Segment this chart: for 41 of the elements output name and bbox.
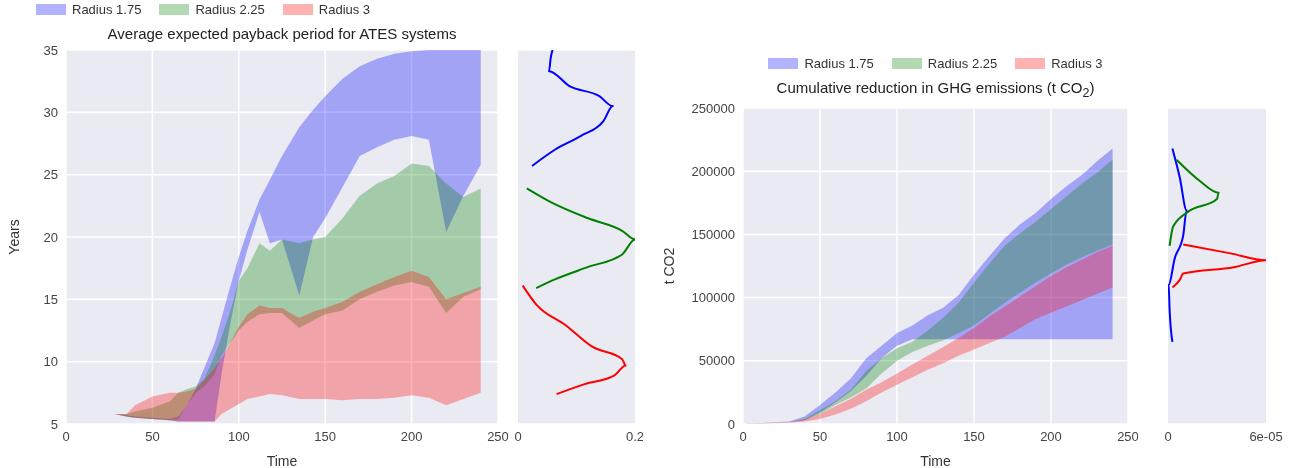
legend-label: Radius 2.25 [195,2,265,17]
y-tick-label: 30 [43,104,58,120]
x-tick-label: 6e-05 [1249,429,1283,445]
x-tick-label: 50 [812,429,828,445]
legend-label: Radius 3 [1051,56,1103,71]
legend-label: Radius 2.25 [927,56,998,71]
y-tick-label: 15 [43,291,58,307]
y-tick-label: 0 [727,416,735,432]
y-tick-label: 50000 [698,353,735,369]
x-tick-label: 150 [314,429,337,445]
x-tick-label: 100 [227,429,250,445]
x-tick-label: 200 [400,429,423,445]
x-axis-title: Time [920,453,952,468]
legend-label: Radius 1.75 [72,2,142,17]
x-tick-label: 0 [739,429,747,445]
chart-title: Cumulative reduction in GHG emissions (t CO$_{2}$) [775,79,1096,100]
x-tick-label: 200 [1040,429,1062,445]
x-tick-label: 150 [963,429,985,445]
y-tick-label: 150000 [691,227,735,243]
x-tick-label: 50 [145,429,160,445]
y-tick-label: 100000 [691,290,735,306]
legend-label: Radius 1.75 [804,56,874,71]
y-tick-label: 35 [43,42,58,58]
x-tick-label: 250 [1117,429,1139,445]
y-axis-title: t CO2 [660,247,677,285]
x-tick-label: 0 [514,429,522,445]
y-axis-title: Years [5,219,22,255]
y-tick-label: 200000 [691,163,735,179]
x-axis-title: Time [266,453,298,468]
x-tick-label: 0 [62,429,70,445]
y-tick-label: 25 [43,167,58,183]
x-tick-label: 250 [487,429,509,445]
chart-title: Average expected payback period for ATES systems [106,25,458,42]
y-tick-label: 250000 [691,100,735,116]
y-tick-label: 5 [50,416,58,432]
legend-label: Radius 3 [318,2,371,17]
x-tick-label: 100 [886,429,908,445]
x-tick-label: 0.2 [625,429,645,445]
y-tick-label: 10 [43,354,58,370]
x-tick-label: 0 [1164,429,1172,445]
y-tick-label: 20 [43,229,58,245]
